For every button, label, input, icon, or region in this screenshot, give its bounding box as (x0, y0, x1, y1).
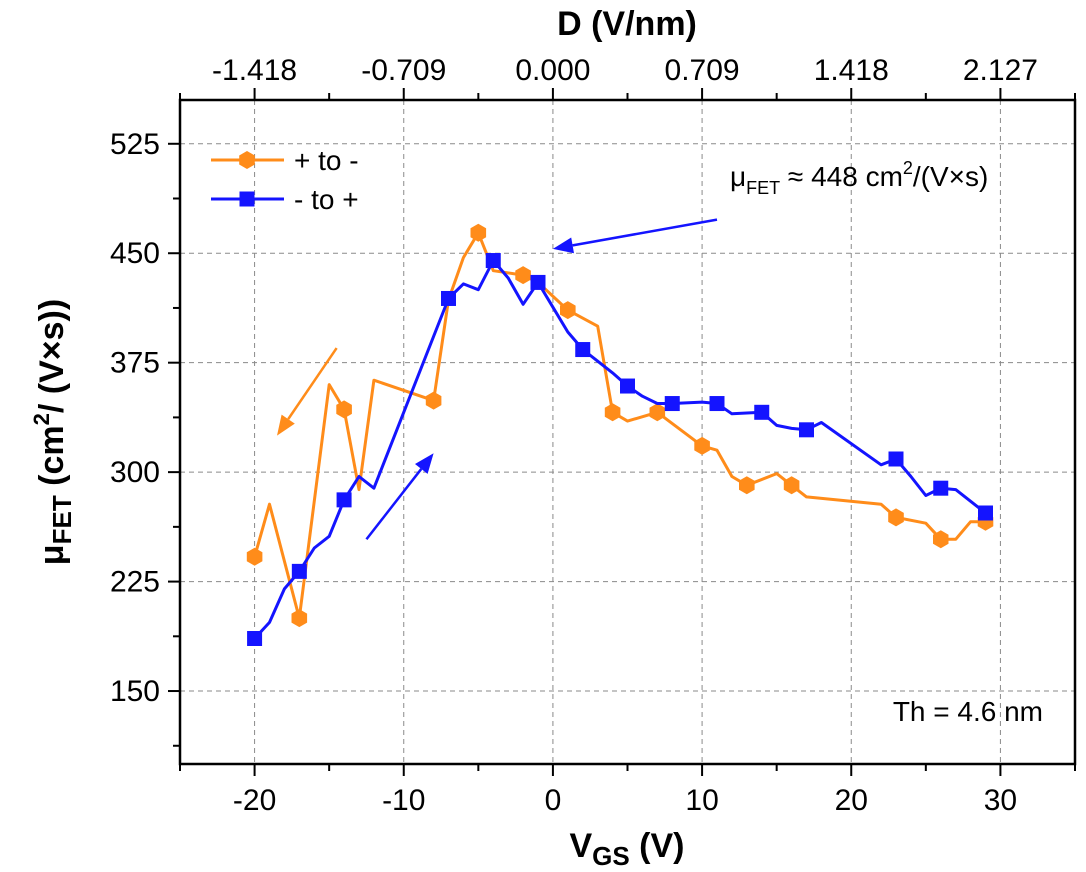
tick-labels: -20 -10 0 10 20 30 -1.418 -0.709 0.000 0.709 1.418… (110, 54, 1038, 817)
data-point-minus-to-plus (291, 563, 307, 579)
data-point-minus-to-plus (933, 480, 949, 496)
data-point-minus-to-plus (664, 396, 680, 412)
data-point-plus-to-minus (291, 609, 308, 628)
y-tick-label: 150 (110, 675, 160, 708)
annotation-arrows (277, 218, 718, 541)
y-tick-label: 450 (110, 237, 160, 270)
data-point-plus-to-minus (888, 508, 904, 527)
legend-label-plus-to-minus: + to - (294, 145, 359, 176)
annotation-arrow-head (552, 237, 574, 254)
y-tick-label: 300 (110, 456, 160, 489)
data-point-plus-to-minus (246, 547, 263, 566)
mobility-annotation: μFET ≈ 448 cm2/(V×s) (730, 158, 988, 198)
top-tick-label: 2.127 (963, 54, 1038, 87)
x-tick-label: 0 (545, 784, 562, 817)
x-tick-label: 10 (685, 784, 718, 817)
thickness-annotation: Th = 4.6 nm (893, 696, 1043, 727)
annotation-arrow-shaft (365, 468, 423, 541)
y-tick-label: 225 (110, 566, 160, 599)
top-tick-label: -0.709 (361, 54, 446, 87)
y-tick-label: 375 (110, 347, 160, 380)
legend-marker-square (239, 191, 255, 207)
data-point-minus-to-plus (754, 404, 770, 420)
top-axis-title: D (V/nm) (557, 5, 697, 43)
data-point-plus-to-minus (470, 223, 487, 242)
series-line-plus-to-minus (253, 231, 986, 620)
data-point-plus-to-minus (694, 436, 710, 455)
legend-marker-hexagon (239, 151, 255, 169)
data-point-plus-to-minus (783, 476, 800, 495)
annotation-arrow-shaft (572, 218, 718, 247)
annotation-arrow-shaft (287, 347, 338, 420)
data-point-minus-to-plus (620, 378, 635, 394)
legend-label-minus-to-plus: - to + (294, 184, 359, 215)
data-point-plus-to-minus (336, 400, 352, 419)
data-point-plus-to-minus (515, 266, 531, 285)
x-axis-title: VGS (V) (569, 827, 684, 871)
annotation-arrow-head (415, 453, 434, 474)
grid (180, 100, 1075, 764)
data-point-plus-to-minus (933, 530, 949, 549)
data-point-minus-to-plus (978, 505, 993, 521)
legend: + to - - to + (211, 145, 359, 215)
data-point-plus-to-minus (649, 403, 666, 422)
data-point-minus-to-plus (530, 274, 546, 290)
data-point-plus-to-minus (560, 301, 576, 320)
data-point-minus-to-plus (888, 451, 904, 467)
series-line-minus-to-plus (253, 259, 987, 640)
y-axis-title: μFET (cm2/ (V×s)) (29, 299, 77, 565)
data-point-minus-to-plus (336, 492, 352, 508)
top-tick-label: -1.418 (212, 54, 297, 87)
series-layer (246, 223, 994, 646)
data-point-plus-to-minus (739, 476, 755, 495)
data-point-minus-to-plus (799, 422, 814, 438)
data-point-minus-to-plus (709, 396, 725, 412)
top-tick-label: 0.000 (515, 54, 590, 87)
x-tick-label: 20 (835, 784, 868, 817)
x-tick-label: 30 (984, 784, 1017, 817)
x-tick-label: -20 (233, 784, 276, 817)
data-point-plus-to-minus (425, 391, 442, 410)
axis-ticks (168, 88, 1076, 776)
data-point-minus-to-plus (485, 253, 501, 269)
data-point-minus-to-plus (441, 290, 456, 306)
data-point-minus-to-plus (247, 630, 263, 646)
top-tick-label: 1.418 (814, 54, 889, 87)
data-point-plus-to-minus (604, 403, 621, 422)
x-tick-label: -10 (382, 784, 425, 817)
data-point-minus-to-plus (575, 342, 591, 358)
y-tick-label: 525 (110, 128, 160, 161)
top-tick-label: 0.709 (665, 54, 740, 87)
annotation-arrow-head (277, 414, 295, 436)
